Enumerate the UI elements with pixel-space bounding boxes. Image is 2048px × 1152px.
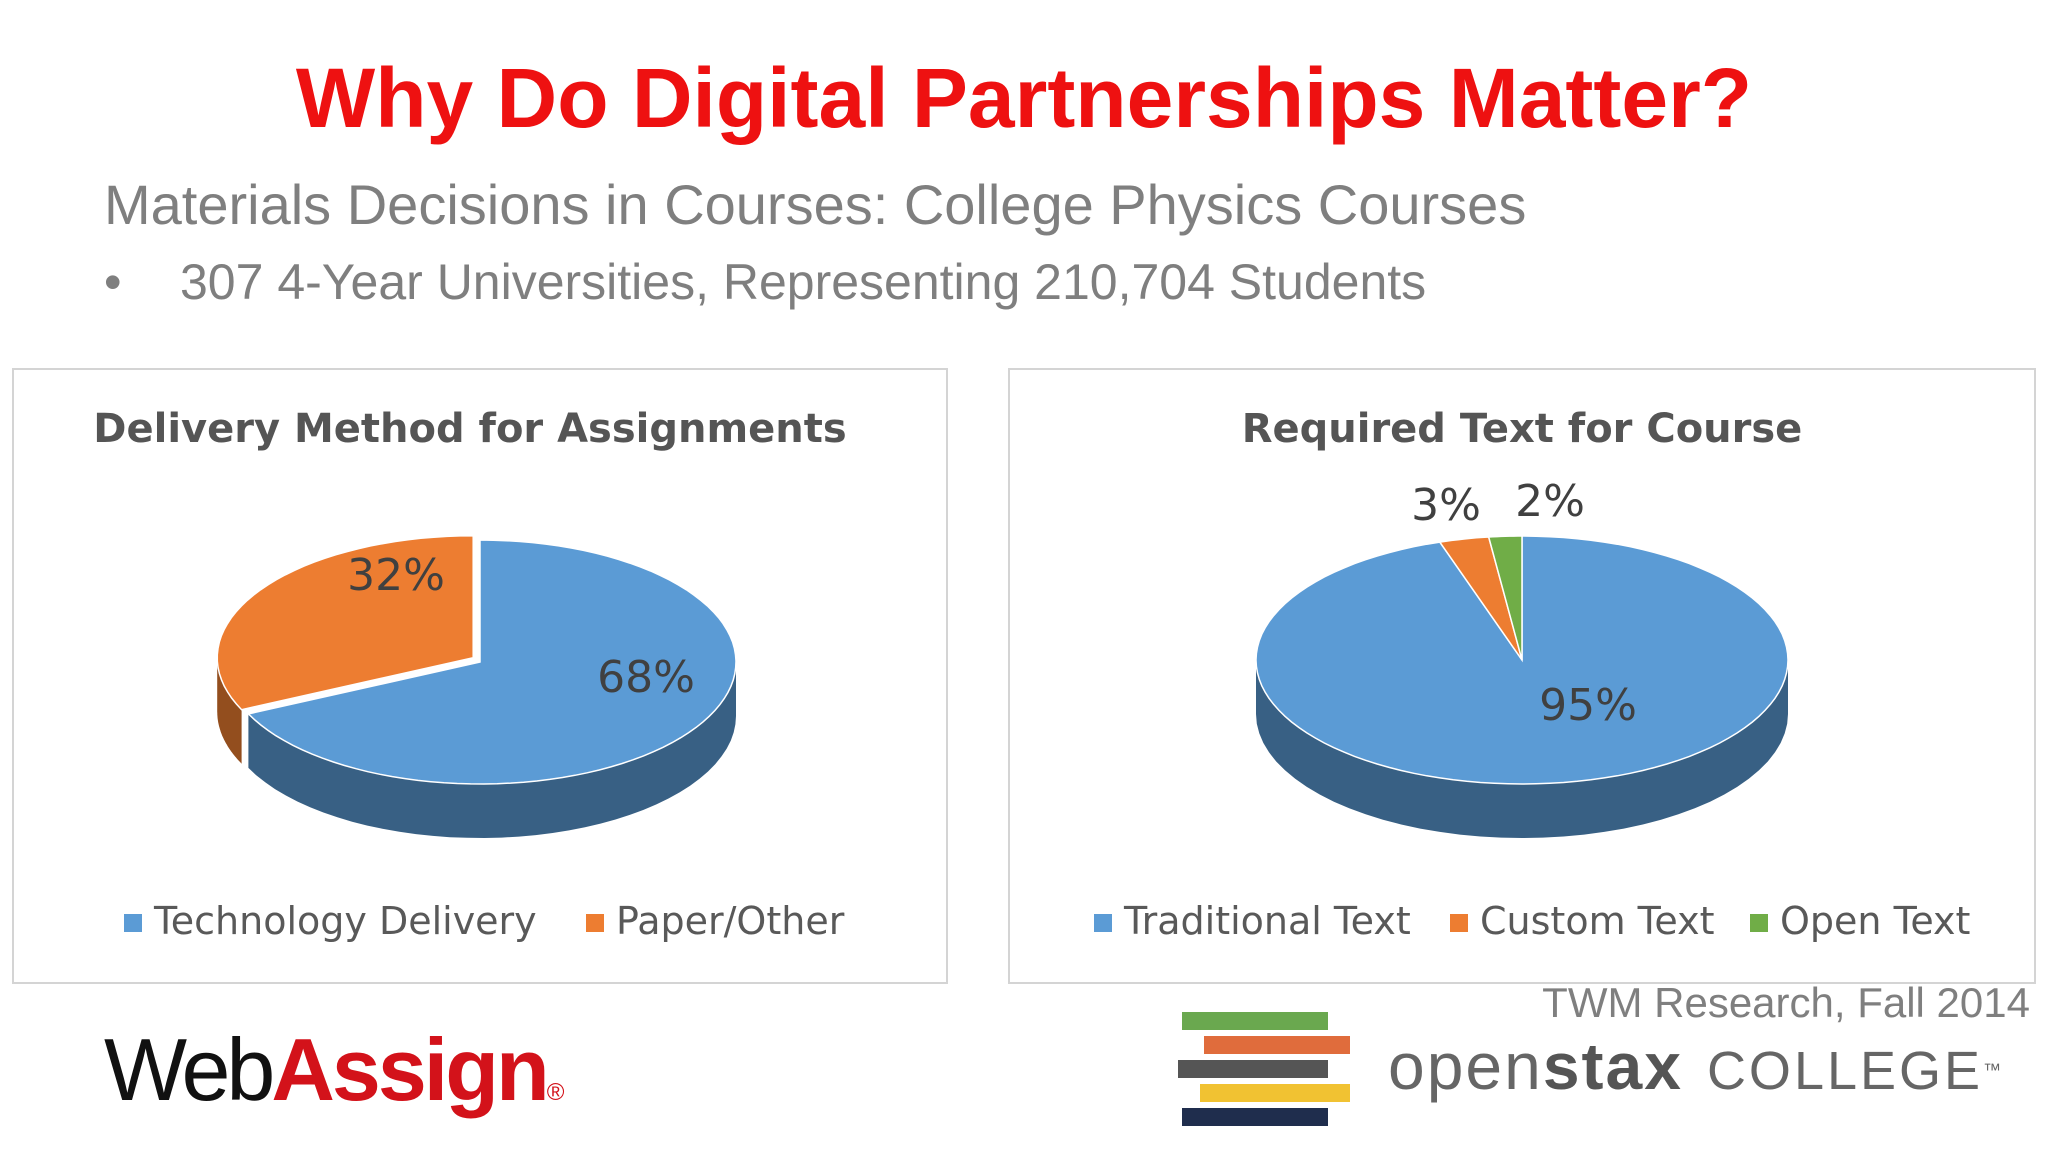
slide-title: Why Do Digital Partnerships Matter?	[295, 51, 1753, 145]
legend-label: Custom Text	[1480, 899, 1715, 943]
openstax-logo-bar	[1200, 1084, 1350, 1102]
legend-swatch	[1094, 914, 1112, 932]
legend-swatch	[1750, 914, 1768, 932]
chart-title: Required Text for Course	[1242, 406, 1803, 452]
pie-slice	[216, 534, 474, 711]
pie-data-label: 32%	[347, 550, 445, 601]
pie-data-label: 95%	[1539, 680, 1637, 731]
pie-slice	[1438, 536, 1523, 661]
webassign-logo-web: Web	[104, 1020, 275, 1119]
openstax-logo-bar	[1182, 1012, 1328, 1030]
legend-swatch	[124, 914, 142, 932]
webassign-logo: WebAssign®	[104, 1020, 564, 1143]
legend-label: Traditional Text	[1123, 899, 1411, 943]
openstax-word-tm: ™	[1983, 1060, 2004, 1080]
openstax-logo-bar	[1204, 1036, 1350, 1054]
pie-data-label: 2%	[1515, 476, 1585, 527]
openstax-wordmark: openstax COLLEGE™	[1388, 1026, 2003, 1111]
pie-data-label: 3%	[1411, 480, 1481, 531]
legend-label: Open Text	[1780, 899, 1970, 943]
openstax-logo-bar	[1178, 1060, 1328, 1078]
pie-slice	[246, 539, 737, 785]
webassign-logo-reg: ®	[546, 1079, 565, 1106]
chart-panel-required-text: Required Text for Course 95% 3% 2% Tradition…	[1008, 368, 2036, 984]
legend-label: Paper/Other	[616, 899, 845, 943]
legend-swatch	[1450, 914, 1468, 932]
legend-label: Technology Delivery	[153, 899, 537, 943]
pie-slice	[1487, 535, 1523, 661]
slide-subtitle: Materials Decisions in Courses: College …	[104, 173, 1527, 236]
source-caption: TWM Research, Fall 2014	[1542, 979, 2030, 1026]
pie-chart-required-text: Required Text for Course 95% 3% 2% Tradition…	[1094, 406, 1970, 943]
chart-panel-delivery-method: Delivery Method for Assignments 68% 32% Tec…	[12, 368, 948, 984]
webassign-logo-assign: Assign	[271, 1020, 549, 1119]
openstax-word-college: COLLEGE	[1706, 1041, 1984, 1101]
openstax-college-logo: openstax COLLEGE™	[1178, 1006, 2038, 1136]
bullet-marker: •	[104, 254, 122, 310]
chart-title: Delivery Method for Assignments	[93, 406, 846, 452]
legend-swatch	[586, 914, 604, 932]
pie-slice-side	[1256, 660, 1788, 838]
bullet-text: 307 4-Year Universities, Representing 21…	[180, 254, 1427, 310]
pie-sides	[1256, 660, 1788, 838]
openstax-logo-bar	[1182, 1108, 1328, 1126]
pie-slice-side	[248, 662, 736, 838]
openstax-word-stax: stax	[1542, 1029, 1683, 1103]
pie-data-label: 68%	[597, 652, 695, 703]
openstax-word-open: open	[1388, 1029, 1543, 1103]
pie-chart-delivery-method: Delivery Method for Assignments 68% 32% Tec…	[93, 406, 846, 943]
